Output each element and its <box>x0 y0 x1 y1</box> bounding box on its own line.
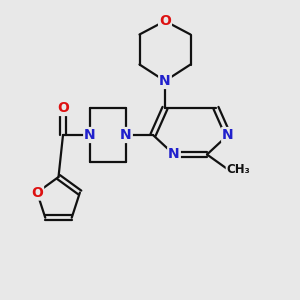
Text: N: N <box>168 148 180 161</box>
Text: N: N <box>222 128 234 142</box>
Text: O: O <box>159 14 171 28</box>
Text: O: O <box>57 101 69 115</box>
Text: N: N <box>84 128 96 142</box>
Text: O: O <box>31 185 43 200</box>
Text: N: N <box>120 128 132 142</box>
Text: CH₃: CH₃ <box>226 163 250 176</box>
Text: N: N <box>159 74 171 88</box>
